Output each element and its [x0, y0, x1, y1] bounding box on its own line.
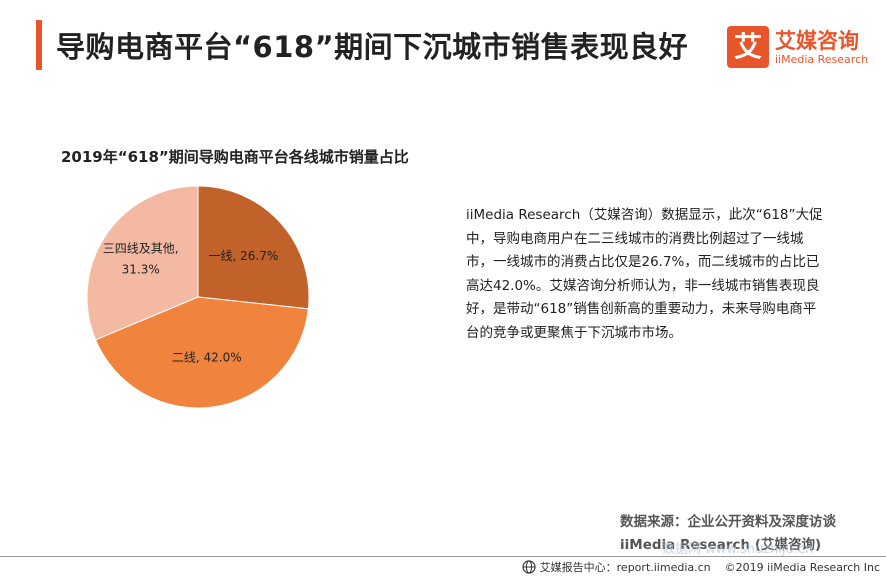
source-line-2: iiMedia Research (艾媒咨询): [620, 537, 822, 553]
logo-mark-icon: 艾: [727, 26, 769, 68]
logo-en-text: iiMedia Research: [775, 52, 869, 66]
brand-logo: 艾 艾媒咨询 iiMedia Research: [727, 24, 868, 70]
pie-label-tier2: 二线, 42.0%: [172, 350, 242, 364]
pie-slice-tier2: [94, 296, 309, 409]
chart-title: 2019年“618”期间导购电商平台各线城市销量占比: [61, 148, 409, 166]
description-text: iiMedia Research（艾媒咨询）数据显示，此次“618”大促中，导购…: [466, 207, 823, 341]
logo-text: 艾媒咨询 iiMedia Research: [775, 29, 868, 66]
title-accent-bar: [36, 20, 42, 70]
footer-content: 艾媒报告中心：report.iimedia.cn ©2019 iiMedia R…: [522, 559, 880, 575]
page-title: 导购电商平台“618”期间下沉城市销售表现良好: [56, 30, 689, 64]
footer-copyright: ©2019 iiMedia Research Inc: [724, 560, 880, 574]
logo-cn-text: 艾媒咨询: [775, 28, 859, 53]
pie-label-tier1: 一线, 26.7%: [209, 249, 279, 263]
pie-label-tier3: 三四线及其他, 31.3%: [103, 241, 179, 276]
pie-slice-tier3: [86, 185, 199, 341]
footer-report-center: 艾媒报告中心：report.iimedia.cn: [539, 561, 711, 574]
pie-slice-tier1: [197, 185, 310, 310]
source-line-1: 数据来源：企业公开资料及深度访谈: [620, 514, 836, 530]
footer-divider: [0, 556, 886, 557]
footer: 艾媒报告中心：report.iimedia.cn ©2019 iiMedia R…: [0, 558, 886, 576]
globe-icon: [522, 560, 536, 574]
watermark: 数据网 www.shuzhiju.cn: [662, 542, 814, 557]
